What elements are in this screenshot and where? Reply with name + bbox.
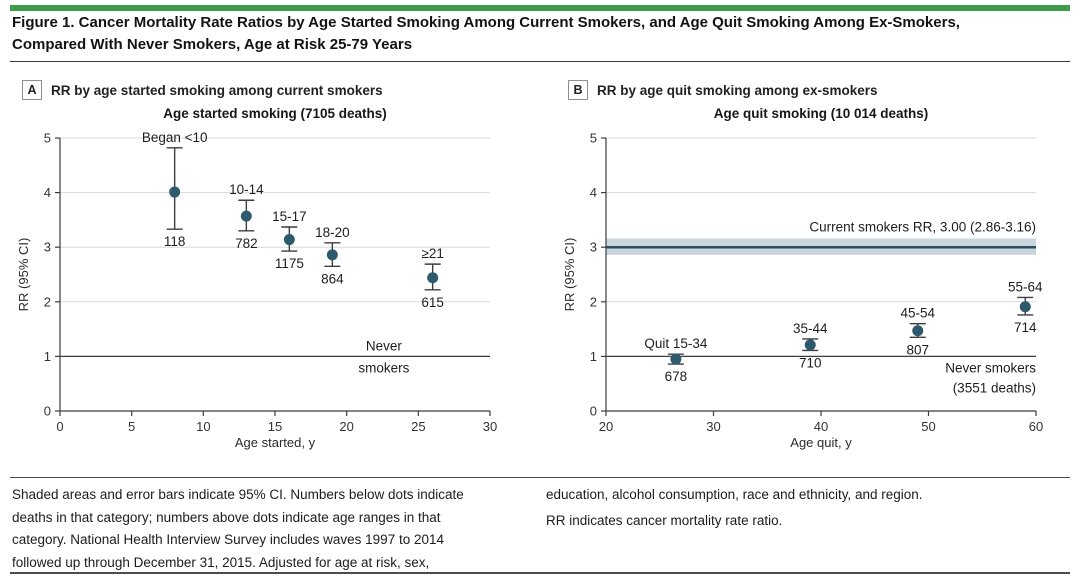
y-tick-label: 4 — [590, 185, 597, 200]
age-range-label: 35-44 — [793, 321, 828, 336]
data-point — [283, 234, 295, 246]
y-tick-label: 2 — [44, 294, 51, 309]
data-point — [912, 325, 924, 337]
data-point — [670, 353, 682, 365]
y-tick-label: 0 — [590, 404, 597, 419]
panel-a-header: A RR by age started smoking among curren… — [22, 80, 383, 100]
figure-title-line1: Figure 1. Cancer Mortality Rate Ratios b… — [12, 14, 960, 31]
data-point — [169, 186, 181, 198]
accent-bar — [10, 5, 1070, 11]
deaths-label: 864 — [321, 271, 344, 286]
data-point — [804, 339, 816, 351]
x-tick-label: 20 — [339, 419, 353, 434]
deaths-label: 782 — [235, 236, 258, 251]
y-tick-label: 5 — [590, 131, 597, 146]
deaths-label: 710 — [799, 355, 822, 370]
x-tick-label: 25 — [411, 419, 425, 434]
chart-b-title: Age quit smoking (10 014 deaths) — [713, 106, 929, 121]
footnote-line: deaths in that category; numbers above d… — [12, 509, 441, 525]
deaths-label: 615 — [421, 295, 444, 310]
age-range-label: 45-54 — [900, 306, 935, 321]
x-tick-label: 10 — [196, 419, 210, 434]
y-tick-label: 4 — [44, 185, 51, 200]
y-tick-label: 5 — [44, 131, 51, 146]
footnote-line: followed up through December 31, 2015. A… — [12, 554, 430, 570]
x-tick-label: 60 — [1029, 419, 1043, 434]
y-axis-label: RR (95% CI) — [16, 238, 31, 312]
footnote-line: category. National Health Interview Surv… — [12, 532, 444, 547]
bottom-divider — [10, 572, 1070, 574]
panel-a-label: RR by age started smoking among current … — [51, 82, 383, 98]
panel-b-label: RR by age quit smoking among ex-smokers — [597, 82, 878, 98]
y-tick-label: 1 — [44, 349, 51, 364]
y-tick-label: 3 — [44, 240, 51, 255]
figure-title: Figure 1. Cancer Mortality Rate Ratios b… — [12, 12, 1068, 56]
reference-label: smokers — [358, 360, 409, 375]
y-axis-label: RR (95% CI) — [562, 238, 577, 312]
x-tick-label: 15 — [268, 419, 282, 434]
footnote-right: education, alcohol consumption, race and… — [546, 484, 1070, 532]
age-range-label: Quit 15-34 — [644, 336, 708, 351]
panel-a: A RR by age started smoking among curren… — [12, 80, 557, 472]
figure-title-line2: Compared With Never Smokers, Age at Risk… — [12, 36, 413, 53]
x-axis-label: Age quit, y — [790, 435, 852, 450]
footnote-line: education, alcohol consumption, race and… — [546, 487, 923, 502]
age-range-label: 10-14 — [229, 182, 264, 197]
x-tick-label: 5 — [128, 419, 135, 434]
footnote-line: Shaded areas and error bars indicate 95%… — [12, 487, 464, 502]
age-range-label: Began <10 — [142, 130, 208, 145]
deaths-label: 118 — [164, 234, 186, 249]
chart-a-canvas: Never smokers 0 5 10 15 20 25 30 0 1 2 3 4 5 Age starte… — [16, 130, 497, 450]
age-range-label: 55-64 — [1008, 279, 1043, 294]
x-tick-label: 30 — [483, 419, 497, 434]
x-tick-label: 30 — [706, 419, 720, 434]
y-tick-label: 2 — [590, 294, 597, 309]
y-tick-label: 0 — [44, 404, 51, 419]
y-tick-label: 3 — [590, 240, 597, 255]
panel-b-key: B — [568, 80, 588, 100]
x-tick-label: 50 — [921, 419, 935, 434]
reference-label: (3551 deaths) — [953, 380, 1036, 395]
age-range-label: ≥21 — [421, 246, 443, 261]
panel-b: B RR by age quit smoking among ex-smoker… — [558, 80, 1080, 472]
chart-a-title: Age started smoking (7105 deaths) — [163, 106, 387, 121]
data-point — [326, 249, 338, 261]
x-tick-label: 20 — [599, 419, 613, 434]
x-tick-label: 0 — [56, 419, 63, 434]
data-point — [427, 272, 439, 284]
age-range-label: 15-17 — [272, 209, 307, 224]
footnote-divider — [10, 477, 1070, 478]
footnote-line: RR indicates cancer mortality rate ratio… — [546, 512, 783, 528]
deaths-label: 807 — [906, 342, 929, 357]
deaths-label: 678 — [665, 369, 688, 384]
band-label: Current smokers RR, 3.00 (2.86-3.16) — [809, 219, 1036, 234]
deaths-label: 1175 — [275, 256, 304, 271]
age-range-label: 18-20 — [315, 225, 350, 240]
title-divider — [10, 61, 1070, 62]
data-point — [240, 210, 252, 222]
x-axis-label: Age started, y — [235, 435, 316, 450]
reference-label: Never — [366, 338, 403, 353]
panel-b-header: B RR by age quit smoking among ex-smoker… — [568, 80, 878, 100]
reference-label: Never smokers — [945, 360, 1036, 375]
panel-a-key: A — [22, 80, 42, 100]
footnote-left: Shaded areas and error bars indicate 95%… — [12, 484, 522, 574]
chart-b-canvas: Current smokers RR, 3.00 (2.86-3.16) Neve… — [562, 131, 1043, 451]
deaths-label: 714 — [1014, 320, 1037, 335]
data-point — [1019, 301, 1031, 313]
x-tick-label: 40 — [814, 419, 828, 434]
y-tick-label: 1 — [590, 349, 597, 364]
